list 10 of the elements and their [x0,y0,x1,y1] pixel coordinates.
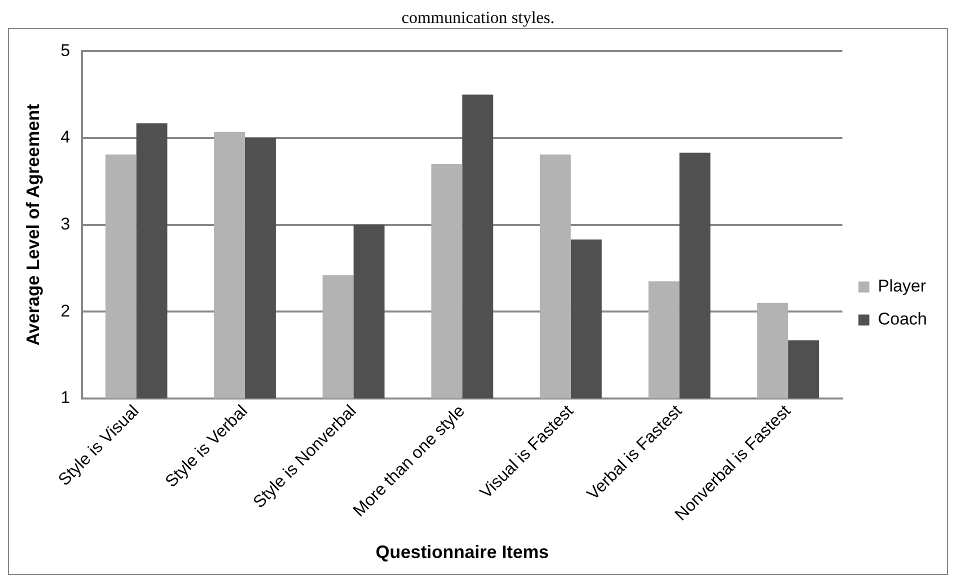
legend-label: Player [878,276,926,296]
text: communication styles. [400,8,556,28]
y-tick-label: 5 [60,40,70,60]
y-tick-label: 1 [60,388,70,408]
legend-label: Coach [878,310,927,329]
y-tick-label: 3 [60,214,70,234]
x-axis-title: Questionnaire Items [376,542,549,562]
y-tick-label: 4 [60,128,70,147]
y-tick-label: 2 [60,301,70,320]
y-axis-title: Average Level of Agreement [22,104,43,346]
